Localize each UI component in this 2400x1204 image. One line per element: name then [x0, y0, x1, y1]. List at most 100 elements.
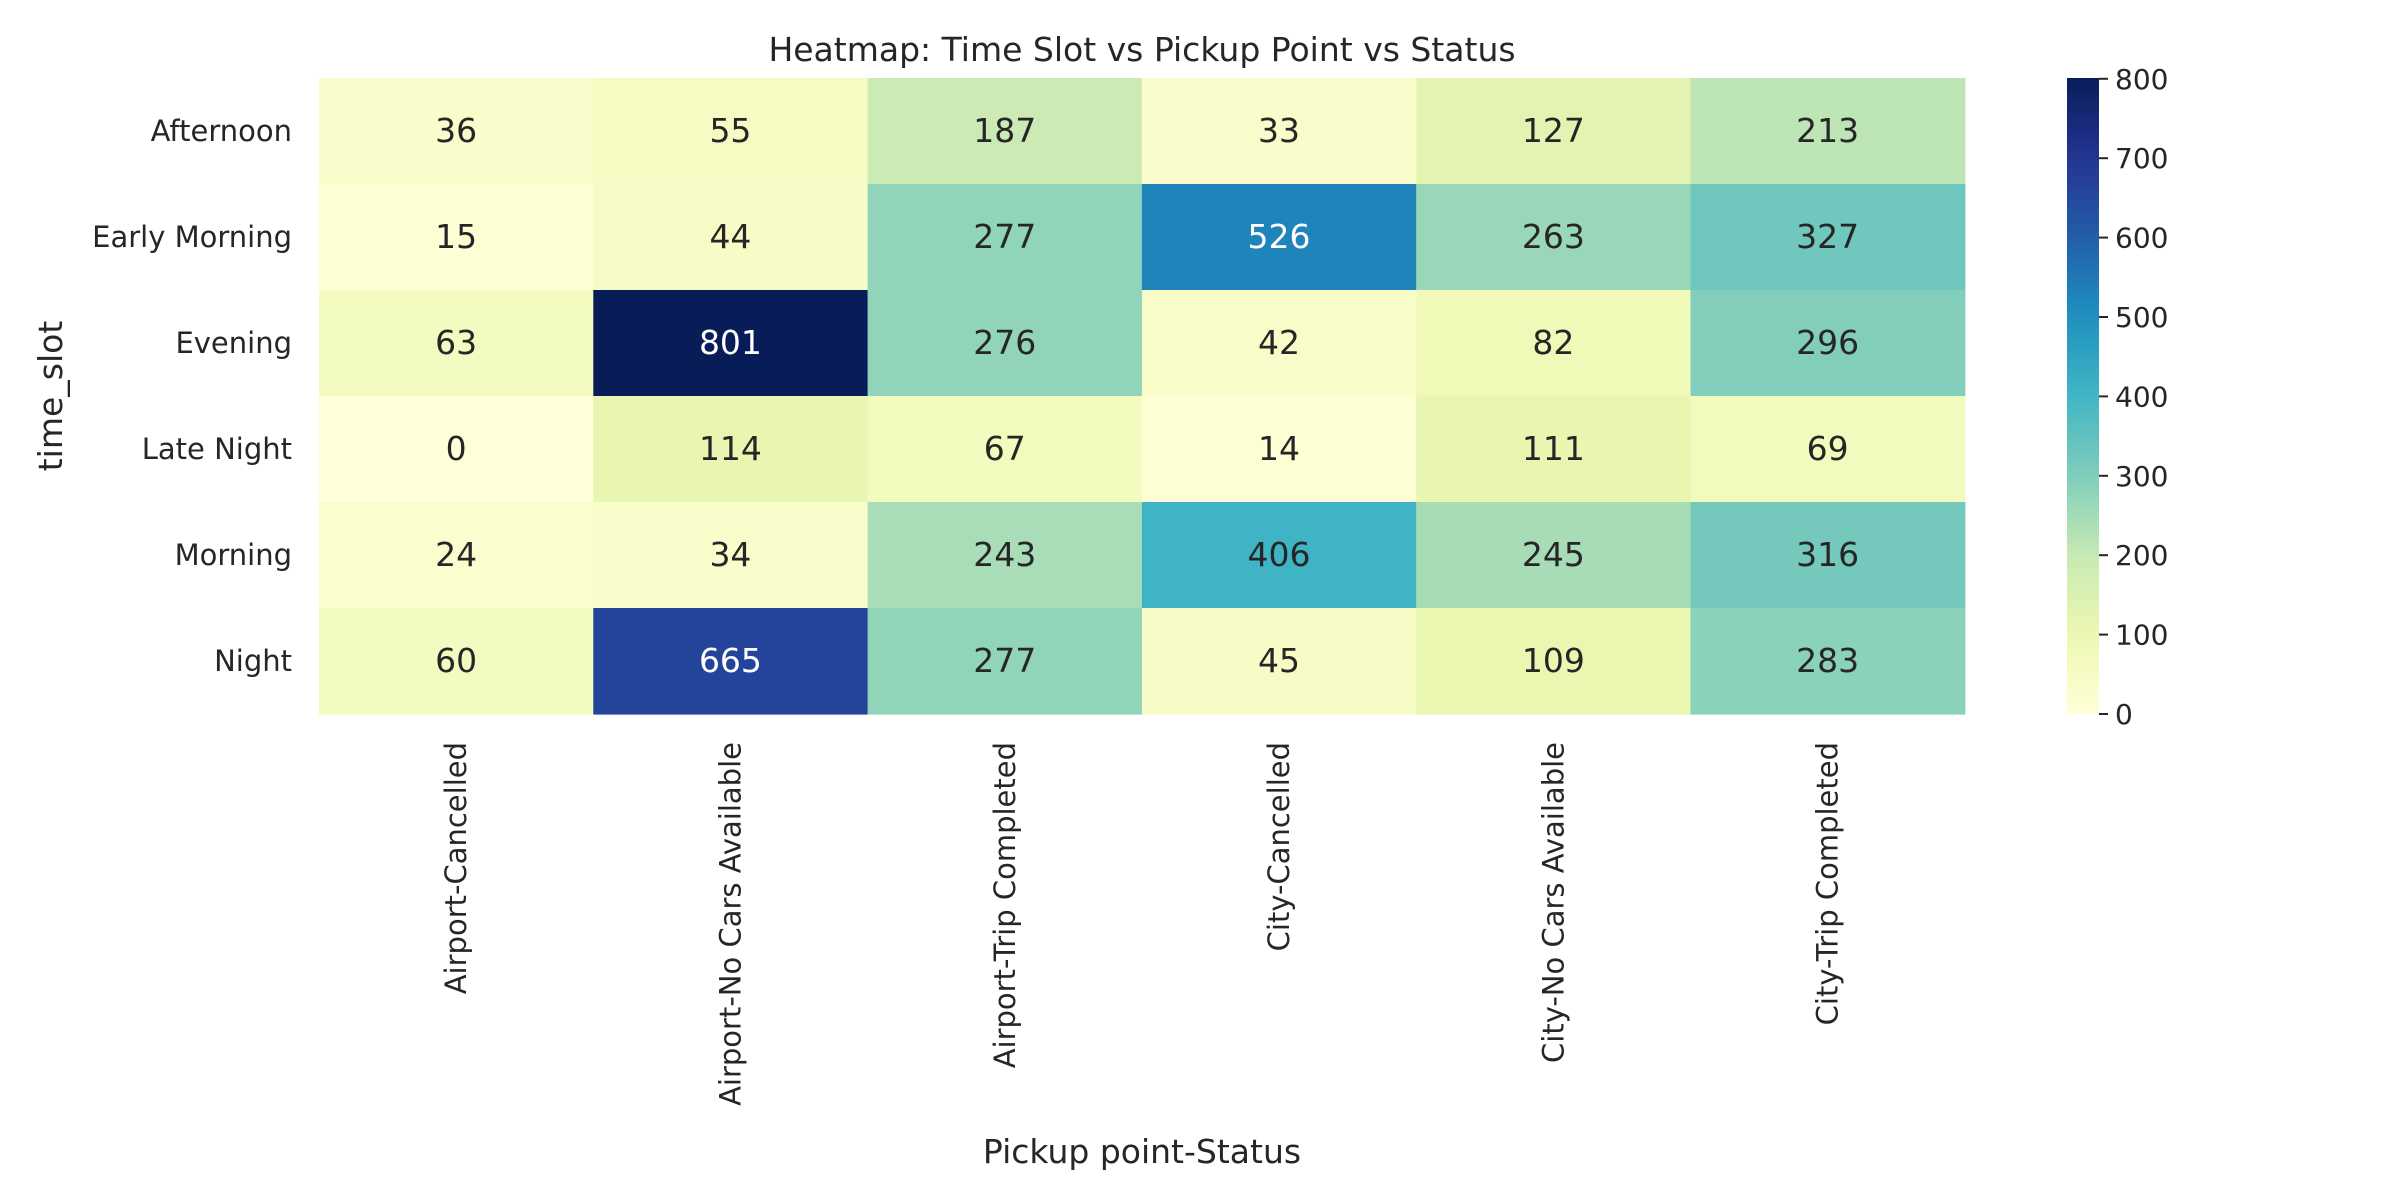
cell-value-label: 187 — [973, 111, 1036, 150]
cell-value-label: 45 — [1258, 641, 1300, 680]
cell-value-label: 406 — [1248, 535, 1311, 574]
heatmap-cell — [1141, 502, 1417, 609]
colorbar-tick-label: 600 — [2115, 222, 2168, 255]
heatmap-cell — [319, 396, 594, 503]
cell-value-label: 801 — [699, 323, 762, 362]
cell-value-label: 111 — [1522, 429, 1585, 468]
heatmap-cell — [867, 608, 1143, 715]
heatmap-cell — [593, 290, 869, 397]
cell-value-label: 67 — [984, 429, 1026, 468]
y-axis-label: time_slot — [31, 321, 70, 472]
cell-value-label: 283 — [1796, 641, 1859, 680]
heatmap-cell — [1416, 396, 1692, 503]
cell-value-label: 63 — [435, 323, 477, 362]
cell-value-label: 277 — [973, 217, 1036, 256]
colorbar-tick-label: 200 — [2115, 539, 2168, 572]
cell-value-label: 44 — [709, 217, 751, 256]
colorbar: 0 100 200 300 400 500 600 700 800 — [2067, 63, 2168, 731]
cell-value-label: 127 — [1522, 111, 1585, 150]
heatmap-cell — [867, 290, 1143, 397]
cell-value-label: 24 — [435, 535, 477, 574]
cell-value-label: 296 — [1796, 323, 1859, 362]
x-tick-label: City-Cancelled — [1262, 742, 1296, 951]
heatmap-cell — [593, 184, 869, 291]
heatmap-cell — [1690, 396, 1966, 503]
y-tick-label: Evening — [175, 326, 292, 360]
cell-value-label: 60 — [435, 641, 477, 680]
y-tick-labels: Afternoon Early Morning Evening Late Night M… — [92, 114, 292, 678]
heatmap-cells: 36 55 187 33 127 213 15 44 277 526 263 327 63 801 276 4… — [319, 78, 1966, 715]
x-tick-label: Airport-Cancelled — [439, 742, 473, 994]
y-tick-label: Morning — [175, 538, 292, 572]
cell-value-label: 327 — [1796, 217, 1859, 256]
heatmap-cell — [593, 78, 869, 185]
cell-value-label: 665 — [699, 641, 762, 680]
cell-value-label: 82 — [1532, 323, 1574, 362]
x-tick-label: Airport-Trip Completed — [988, 742, 1022, 1068]
cell-value-label: 316 — [1796, 535, 1859, 574]
x-tick-label: City-No Cars Available — [1536, 742, 1570, 1063]
heatmap-cell — [1690, 290, 1966, 397]
heatmap-cell — [1690, 608, 1966, 715]
x-axis-label: Pickup point-Status — [983, 1132, 1301, 1171]
chart-title: Heatmap: Time Slot vs Pickup Point vs St… — [768, 30, 1515, 69]
heatmap-cell — [593, 502, 869, 609]
heatmap-cell — [319, 502, 594, 609]
cell-value-label: 15 — [435, 217, 477, 256]
cell-value-label: 277 — [973, 641, 1036, 680]
heatmap-cell — [1141, 396, 1417, 503]
heatmap-cell — [1416, 608, 1692, 715]
y-tick-label: Night — [214, 644, 292, 678]
heatmap-cell — [1416, 78, 1692, 185]
cell-value-label: 263 — [1522, 217, 1585, 256]
colorbar-tick-label: 700 — [2115, 142, 2168, 175]
heatmap-cell — [1690, 78, 1966, 185]
heatmap-cell — [867, 396, 1143, 503]
heatmap-cell — [867, 184, 1143, 291]
colorbar-tick-label: 0 — [2115, 698, 2133, 731]
heatmap-cell — [1141, 78, 1417, 185]
heatmap-cell — [867, 78, 1143, 185]
colorbar-tick-label: 100 — [2115, 619, 2168, 652]
heatmap-cell — [1690, 184, 1966, 291]
heatmap-cell — [1416, 184, 1692, 291]
heatmap-cell — [1141, 184, 1417, 291]
cell-value-label: 69 — [1807, 429, 1849, 468]
cell-value-label: 0 — [446, 429, 467, 468]
y-tick-label: Early Morning — [92, 220, 292, 254]
cell-value-label: 245 — [1522, 535, 1585, 574]
heatmap-cell — [1141, 290, 1417, 397]
cell-value-label: 213 — [1796, 111, 1859, 150]
colorbar-tick-label: 400 — [2115, 380, 2168, 413]
colorbar-tick-label: 300 — [2115, 460, 2168, 493]
cell-value-label: 42 — [1258, 323, 1300, 362]
heatmap-cell — [1141, 608, 1417, 715]
heatmap-cell — [319, 184, 594, 291]
heatmap-cell — [1690, 502, 1966, 609]
heatmap-cell — [319, 608, 594, 715]
cell-value-label: 526 — [1248, 217, 1311, 256]
heatmap-cell — [1416, 502, 1692, 609]
cell-value-label: 14 — [1258, 429, 1300, 468]
cell-value-label: 109 — [1522, 641, 1585, 680]
cell-value-label: 33 — [1258, 111, 1300, 150]
colorbar-tick-label: 800 — [2115, 63, 2168, 96]
cell-value-label: 276 — [973, 323, 1036, 362]
x-tick-label: City-Trip Completed — [1811, 742, 1845, 1025]
colorbar-tick-label: 500 — [2115, 301, 2168, 334]
x-tick-label: Airport-No Cars Available — [713, 742, 747, 1106]
colorbar-ticks: 0 100 200 300 400 500 600 700 800 — [2099, 63, 2168, 731]
heatmap-cell — [1416, 290, 1692, 397]
heatmap-cell — [593, 608, 869, 715]
x-tick-labels: Airport-Cancelled Airport-No Cars Availab… — [439, 742, 1845, 1106]
cell-value-label: 34 — [709, 535, 751, 574]
cell-value-label: 55 — [709, 111, 751, 150]
cell-value-label: 243 — [973, 535, 1036, 574]
y-tick-label: Afternoon — [151, 114, 292, 148]
cell-value-label: 114 — [699, 429, 762, 468]
colorbar-gradient — [2067, 78, 2099, 714]
heatmap-cell — [319, 290, 594, 397]
heatmap-cell — [867, 502, 1143, 609]
